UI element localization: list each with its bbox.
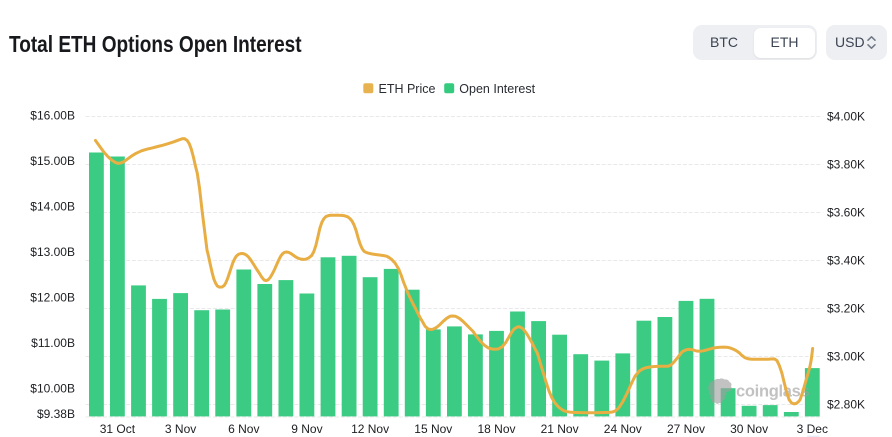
- svg-text:30 Nov: 30 Nov: [730, 422, 768, 436]
- svg-text:$3.80K: $3.80K: [827, 157, 865, 171]
- svg-text:21 Nov: 21 Nov: [541, 422, 579, 436]
- svg-text:$3.60K: $3.60K: [827, 205, 865, 219]
- svg-text:27 Nov: 27 Nov: [667, 422, 705, 436]
- svg-text:$2.80K: $2.80K: [827, 397, 865, 411]
- svg-text:3 Nov: 3 Nov: [165, 422, 196, 436]
- svg-text:$9.38B: $9.38B: [37, 407, 75, 421]
- svg-text:15 Nov: 15 Nov: [414, 422, 452, 436]
- svg-text:$3.40K: $3.40K: [827, 254, 865, 268]
- svg-text:6 Nov: 6 Nov: [228, 422, 259, 436]
- svg-text:ETH Price: ETH Price: [379, 82, 436, 96]
- svg-text:$3.00K: $3.00K: [827, 349, 865, 363]
- svg-text:$10.00B: $10.00B: [30, 381, 75, 395]
- svg-text:3 Dec: 3 Dec: [797, 422, 828, 436]
- svg-text:$4.00K: $4.00K: [827, 109, 865, 123]
- svg-text:$15.00B: $15.00B: [30, 154, 75, 168]
- svg-text:31 Oct: 31 Oct: [100, 422, 136, 436]
- svg-text:$13.00B: $13.00B: [30, 245, 75, 259]
- svg-text:Open Interest: Open Interest: [459, 82, 535, 96]
- svg-text:$14.00B: $14.00B: [30, 199, 75, 213]
- svg-text:9 Nov: 9 Nov: [291, 422, 322, 436]
- svg-text:$3.20K: $3.20K: [827, 301, 865, 315]
- svg-text:$11.00B: $11.00B: [31, 336, 75, 350]
- svg-text:24 Nov: 24 Nov: [604, 422, 642, 436]
- svg-text:coinglass: coinglass: [736, 383, 810, 401]
- svg-text:12 Nov: 12 Nov: [351, 422, 389, 436]
- svg-text:$12.00B: $12.00B: [30, 290, 75, 304]
- svg-text:$16.00B: $16.00B: [30, 108, 75, 122]
- svg-text:18 Nov: 18 Nov: [477, 422, 515, 436]
